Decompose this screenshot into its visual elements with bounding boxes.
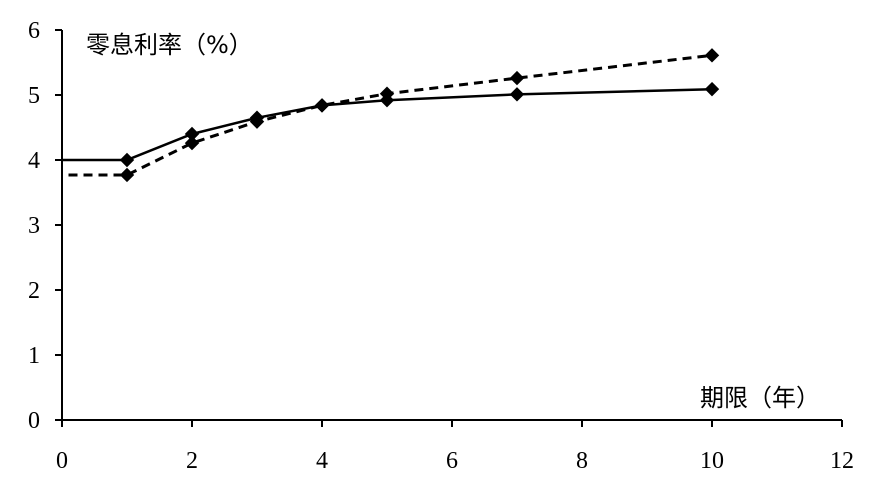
- series-2-point: [184, 135, 200, 151]
- series-line-1: [62, 87, 713, 162]
- x-tick-label: 2: [186, 448, 198, 474]
- x-tick-label: 4: [316, 448, 328, 474]
- y-tick-label: 0: [28, 408, 40, 434]
- y-tick-label: 3: [28, 213, 40, 239]
- series-2-point: [314, 98, 330, 113]
- x-tick-label: 10: [700, 448, 724, 474]
- series-2-point: [119, 167, 135, 183]
- y-tick-label: 4: [28, 148, 40, 174]
- x-tick-label: 6: [446, 448, 458, 474]
- y-tick-label: 2: [28, 278, 40, 304]
- series-2-point: [704, 48, 720, 63]
- y-tick-label: 6: [28, 18, 40, 44]
- series-2-point: [249, 114, 265, 129]
- series-1-point: [509, 87, 525, 102]
- x-tick-label: 8: [576, 448, 588, 474]
- y-tick-label: 1: [28, 343, 40, 369]
- y-axis-title: 零息利率（%）: [86, 31, 253, 59]
- series-1-point: [119, 152, 135, 168]
- axes: [55, 29, 843, 427]
- series-2-point: [379, 86, 395, 101]
- series-line-2: [68, 53, 713, 177]
- y-tick-label: 5: [28, 83, 40, 109]
- x-tick-label: 12: [830, 448, 854, 474]
- series-2-point: [509, 70, 525, 86]
- x-tick-label: 0: [56, 448, 68, 474]
- series-layer: [62, 48, 720, 183]
- x-axis-title: 期限（年）: [700, 384, 820, 412]
- series-1-point: [704, 81, 720, 97]
